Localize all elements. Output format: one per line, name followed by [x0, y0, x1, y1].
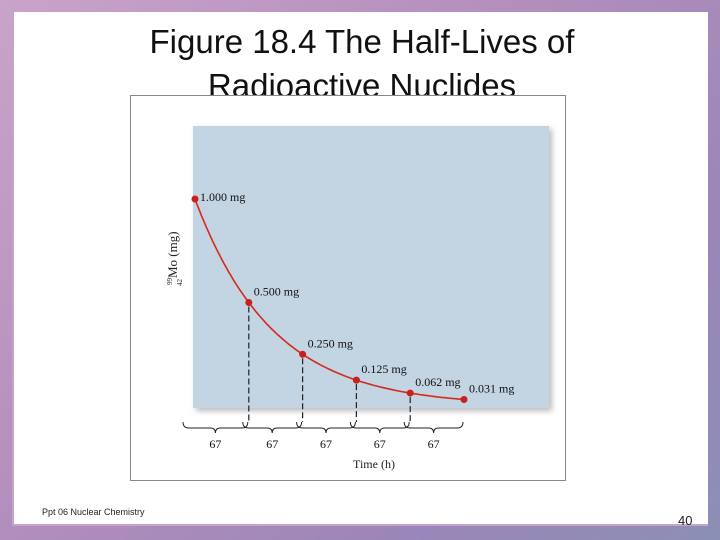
- data-point: [352, 376, 360, 384]
- point-label: 0.500 mg: [254, 285, 299, 299]
- figure-frame: 1.000 mg 0.500 mg 0.250 mg 0.125 mg 0.062 mg…: [130, 95, 566, 481]
- point-labels: 1.000 mg 0.500 mg 0.250 mg 0.125 mg 0.062 mg…: [200, 190, 514, 396]
- y-axis-label: 99 42Mo (mg): [165, 231, 184, 286]
- title-line-1: Figure 18.4 The Half-Lives of: [149, 23, 575, 60]
- data-point: [191, 195, 199, 203]
- interval-brace: [403, 421, 464, 434]
- interval-label: 67: [374, 437, 386, 451]
- footer-text: Ppt 06 Nuclear Chemistry: [42, 507, 145, 517]
- page-number: 40: [678, 513, 693, 528]
- data-point: [245, 299, 253, 306]
- point-label: 0.031 mg: [469, 382, 514, 396]
- interval-labels: 67 67 67 67 67: [209, 437, 439, 451]
- interval-label: 67: [428, 437, 440, 451]
- data-point: [406, 389, 414, 397]
- interval-brace: [296, 421, 356, 434]
- y-label-atomic-number: 42: [176, 279, 184, 287]
- interval-braces: [182, 421, 464, 434]
- interval-brace: [349, 421, 410, 434]
- data-point: [460, 396, 468, 404]
- y-label-mass-number: 99: [166, 278, 174, 286]
- point-label: 1.000 mg: [200, 190, 245, 204]
- interval-label: 67: [266, 437, 278, 451]
- decay-curve: [194, 198, 465, 401]
- data-point: [299, 350, 307, 358]
- data-points: [191, 195, 468, 404]
- y-label-text: Mo (mg): [165, 231, 180, 278]
- interval-brace: [242, 421, 303, 434]
- interval-brace: [182, 421, 249, 434]
- dashed-drop-lines: [248, 306, 411, 422]
- point-label: 0.125 mg: [361, 362, 406, 376]
- interval-label: 67: [320, 437, 332, 451]
- point-label: 0.062 mg: [415, 375, 460, 389]
- x-axis-label: Time (h): [353, 457, 395, 471]
- point-label: 0.250 mg: [308, 336, 353, 350]
- plot-area: [193, 126, 549, 408]
- half-life-chart: 1.000 mg 0.500 mg 0.250 mg 0.125 mg 0.062 mg…: [165, 126, 549, 471]
- interval-label: 67: [209, 437, 221, 451]
